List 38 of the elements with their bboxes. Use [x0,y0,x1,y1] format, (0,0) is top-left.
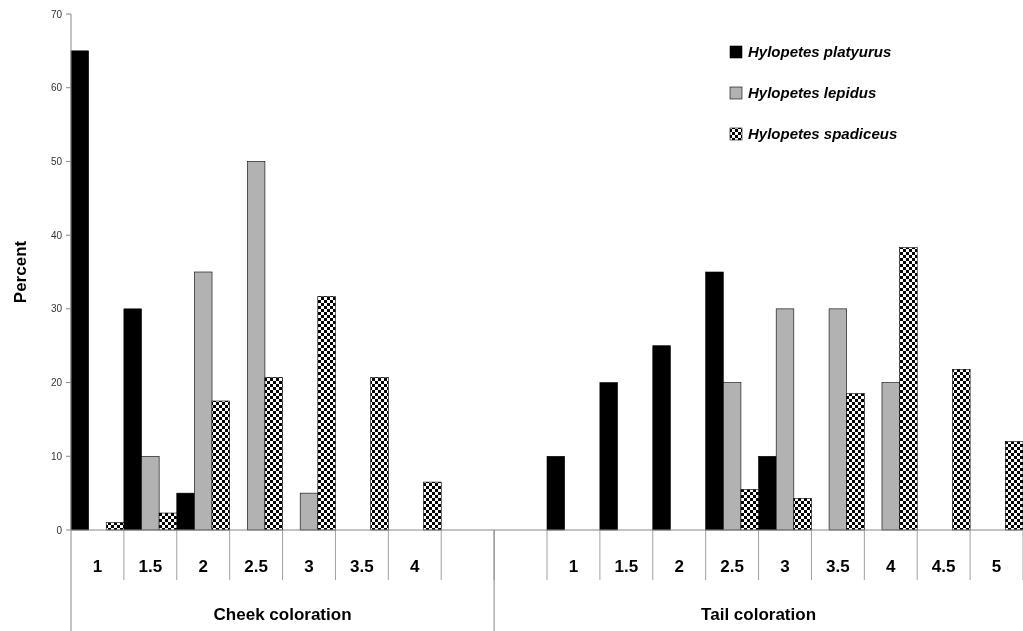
x-tick-label: 1 [568,557,579,576]
y-tick-label: 20 [50,377,63,389]
x-tick-label: 3 [304,557,314,576]
text: Cheek coloration [213,605,352,624]
bar [423,481,442,531]
y-axis-title: Percent [11,240,30,304]
x-tick-label: 4.5 [931,557,956,576]
x-tick-label: 2 [198,557,208,576]
x-tick-label: 2.5 [720,557,744,576]
legend-label: Hylopetes lepidus [748,84,877,102]
y-tick-label: 40 [50,229,63,241]
y-tick-label: 10 [50,450,63,462]
y-tick-label: 0 [56,524,63,536]
x-tick-label: 5 [991,557,1002,576]
x-tick-label: 1.5 [614,557,639,576]
text: Tail coloration [701,605,817,624]
bar [546,455,565,531]
bar [1005,441,1023,531]
bar [599,382,618,531]
bar [370,377,389,531]
y-tick-label: 70 [50,8,63,20]
x-tick-label: 1.5 [138,557,163,576]
x-tick-label: 2 [674,557,684,576]
bar [70,50,89,531]
x-tick-label: 1 [92,557,103,576]
x-tick-label: 3.5 [826,557,850,576]
x-tick-label: 2.5 [244,557,268,576]
y-tick-label: 50 [50,155,63,167]
y-tick-label: 30 [50,303,63,315]
x-tick-label: 3 [780,557,790,576]
x-tick-label: 4 [410,557,421,576]
bar [652,345,671,531]
bar [952,369,971,531]
x-tick-label: 3.5 [350,557,374,576]
legend-label: Hylopetes platyurus [748,43,892,61]
x-tick-label: 4 [886,557,897,576]
legend-label: Hylopetes spadiceus [748,125,898,143]
y-tick-label: 60 [50,82,63,94]
